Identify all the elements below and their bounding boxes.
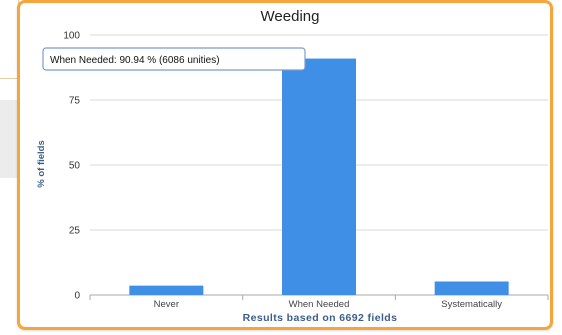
bars (129, 58, 509, 295)
x-axis-label: Results based on 6692 fields (243, 312, 398, 324)
bar[interactable] (129, 285, 204, 295)
bar[interactable] (282, 58, 356, 295)
y-tick-label: 25 (69, 226, 81, 237)
bar[interactable] (434, 281, 509, 295)
tooltip: When Needed: 90.94 % (6086 unities) (42, 47, 306, 71)
x-tick-label: Never (154, 299, 179, 310)
x-axis-ticks: Never When Needed Systematically (89, 295, 549, 310)
y-axis-label: % of fields (36, 140, 47, 188)
y-tick-label: 50 (69, 161, 81, 172)
y-axis-ticks: 0 25 50 75 100 (63, 31, 80, 302)
y-tick-label: 0 (74, 291, 80, 302)
y-tick-label: 75 (69, 96, 81, 107)
tooltip-text: When Needed: 90.94 % (6086 unities) (50, 55, 220, 66)
chart-title: Weeding (261, 8, 320, 25)
x-tick-label: When Needed (289, 299, 350, 310)
tooltip-box (42, 47, 306, 71)
x-tick-label: Systematically (441, 299, 502, 310)
y-tick-label: 100 (63, 31, 80, 42)
background-panel-side (0, 100, 18, 178)
